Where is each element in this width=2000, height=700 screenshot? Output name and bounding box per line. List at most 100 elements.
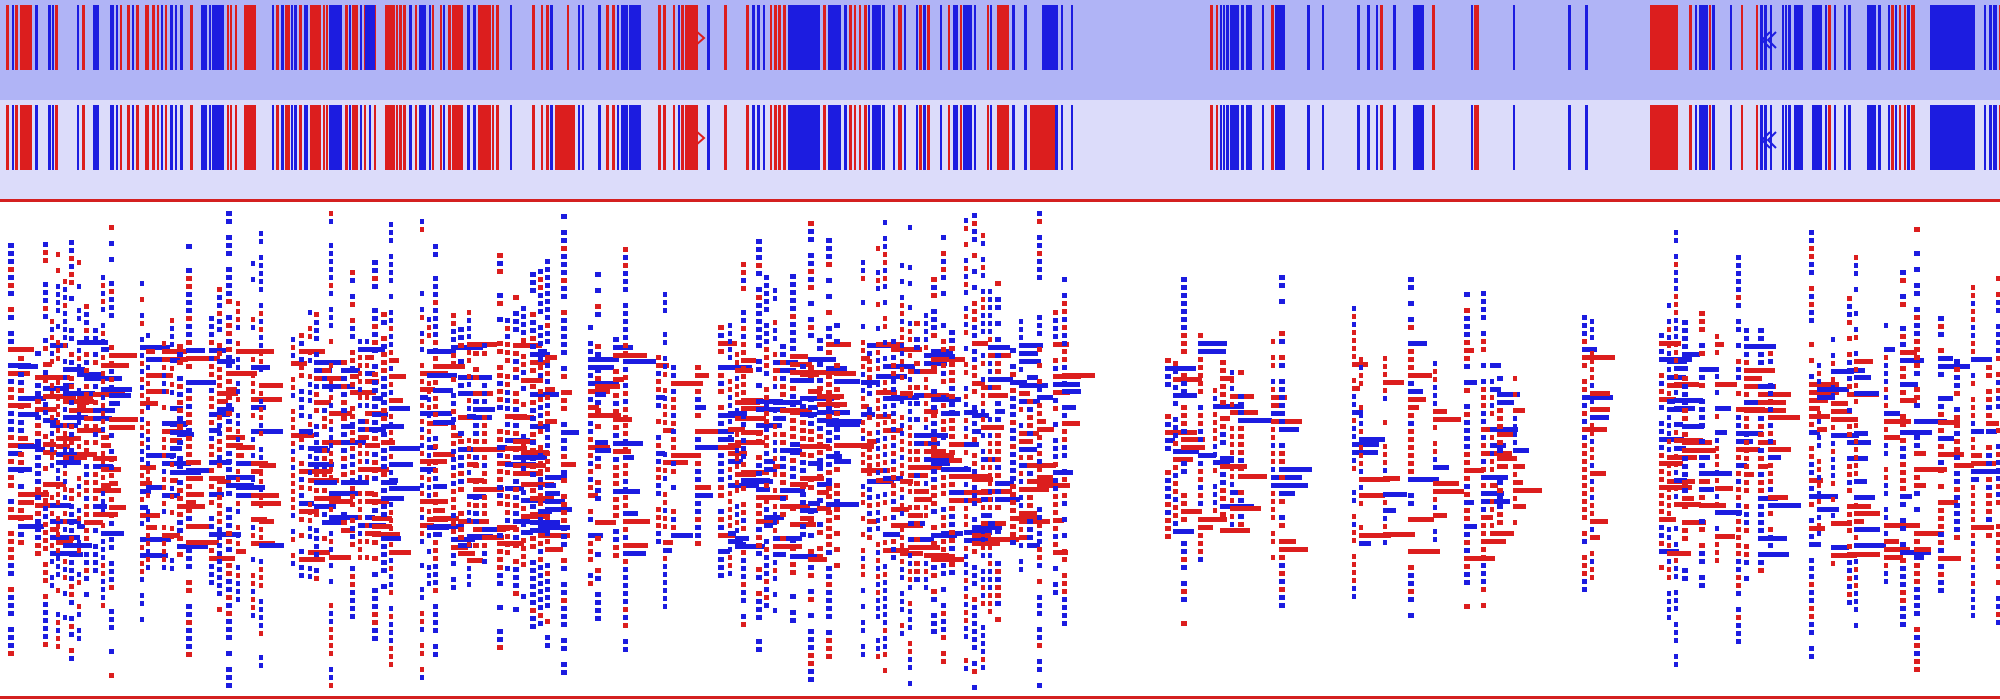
read xyxy=(251,405,266,410)
read xyxy=(1938,564,1944,569)
read xyxy=(595,576,601,581)
alignment-bar xyxy=(364,105,366,170)
read xyxy=(663,524,667,529)
read xyxy=(883,444,887,449)
read xyxy=(891,419,896,424)
read xyxy=(299,477,304,482)
read xyxy=(1220,496,1226,501)
read xyxy=(1062,557,1067,562)
read xyxy=(109,401,120,406)
read xyxy=(226,547,232,552)
reads-pileup-area[interactable] xyxy=(0,202,2000,696)
alignment-bar xyxy=(152,105,155,170)
read xyxy=(773,416,782,421)
read xyxy=(663,556,667,561)
read xyxy=(908,569,912,574)
read xyxy=(545,499,565,504)
read xyxy=(1053,446,1058,451)
read xyxy=(780,472,786,477)
read xyxy=(1037,659,1042,664)
read xyxy=(358,459,362,464)
read xyxy=(259,663,263,668)
read xyxy=(876,470,880,475)
read xyxy=(18,404,24,409)
read xyxy=(1590,551,1594,556)
read xyxy=(513,439,536,444)
read xyxy=(101,523,105,528)
read xyxy=(381,504,387,509)
read xyxy=(1809,590,1814,595)
read xyxy=(1996,444,2000,449)
read xyxy=(988,433,992,438)
read xyxy=(1996,372,2000,377)
read xyxy=(764,467,777,472)
read xyxy=(427,549,431,554)
read xyxy=(1900,590,1906,595)
read xyxy=(146,389,169,394)
read xyxy=(101,427,105,432)
read xyxy=(381,344,387,349)
read xyxy=(1758,560,1764,565)
read xyxy=(56,388,60,393)
read xyxy=(209,428,221,433)
read xyxy=(372,508,378,513)
read xyxy=(530,440,536,445)
read xyxy=(497,605,503,610)
alignment-track[interactable] xyxy=(0,100,2000,200)
read xyxy=(291,513,295,518)
read xyxy=(1062,341,1067,346)
read xyxy=(140,425,144,430)
read xyxy=(381,552,387,557)
alignment-bar xyxy=(1867,105,1876,170)
alignment-bar xyxy=(429,5,431,70)
read xyxy=(1809,254,1814,259)
alignment-bar xyxy=(854,5,856,70)
read xyxy=(63,527,67,532)
read xyxy=(867,431,872,436)
read xyxy=(350,430,355,435)
read xyxy=(259,255,263,260)
read xyxy=(236,381,240,386)
read xyxy=(756,615,762,620)
read xyxy=(146,493,150,498)
alignment-block xyxy=(1930,105,1975,170)
alignment-bar xyxy=(419,5,426,70)
read xyxy=(972,405,977,410)
read xyxy=(505,326,510,331)
read xyxy=(1053,582,1058,587)
coverage-track[interactable] xyxy=(0,0,2000,100)
read xyxy=(162,461,191,466)
alignment-bar xyxy=(6,105,9,170)
read xyxy=(949,554,955,559)
read xyxy=(538,501,543,506)
read xyxy=(473,519,479,524)
read xyxy=(1352,562,1356,567)
read xyxy=(773,296,777,301)
alignment-bar xyxy=(953,105,958,170)
read xyxy=(77,484,81,489)
read xyxy=(259,567,263,572)
read xyxy=(908,649,912,654)
read xyxy=(56,460,77,465)
read xyxy=(808,485,814,490)
read xyxy=(1037,243,1042,248)
read xyxy=(140,385,144,390)
read xyxy=(1582,403,1587,408)
read xyxy=(209,516,214,521)
read xyxy=(217,367,222,372)
read xyxy=(389,478,398,483)
read xyxy=(808,565,814,570)
read xyxy=(972,597,977,602)
read xyxy=(1582,411,1587,416)
read xyxy=(1674,542,1678,547)
read xyxy=(972,349,977,354)
read xyxy=(931,621,937,626)
read xyxy=(1938,364,1970,369)
read xyxy=(1230,426,1234,431)
read xyxy=(530,504,536,509)
read xyxy=(656,483,661,488)
read xyxy=(77,476,81,481)
read xyxy=(1037,563,1042,568)
read xyxy=(259,311,263,316)
